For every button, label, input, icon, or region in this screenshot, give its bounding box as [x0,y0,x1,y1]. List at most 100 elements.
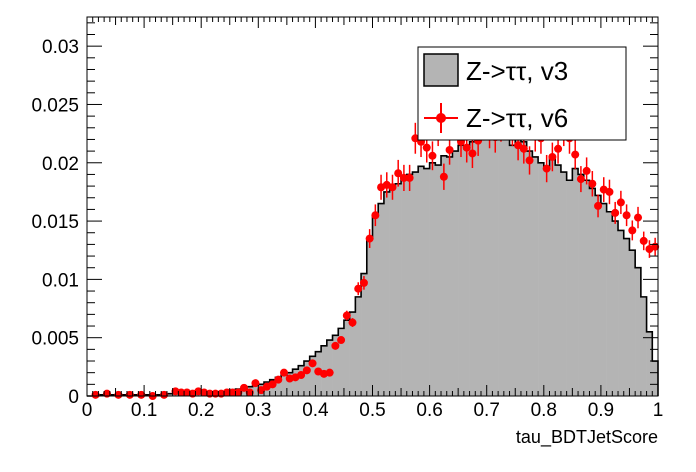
data-point [582,166,591,175]
data-point [405,173,414,182]
histogram-bin [355,296,362,396]
histogram-bin [640,296,647,396]
histogram-bin [526,151,533,396]
data-point [245,388,254,397]
data-point [468,149,477,158]
x-axis-title: tau_BDTJetScore [516,427,658,448]
data-point [222,388,231,397]
histogram-bin [446,156,453,396]
histogram-bin [378,203,385,396]
histogram-bin [401,176,408,396]
data-point [394,169,403,178]
histogram-bin [566,180,573,396]
histogram-bin [538,162,545,396]
y-tick-label: 0.02 [42,154,79,175]
data-point [325,368,334,377]
histogram-bin [572,168,579,396]
data-point [399,173,408,182]
data-point [571,150,580,159]
data-point [228,388,237,397]
data-point [462,143,471,152]
histogram-bin [349,312,356,396]
y-tick-label: 0.03 [42,37,79,58]
histogram-bin [423,168,430,396]
histogram-bin [480,133,487,396]
histogram-bin [361,273,368,396]
histogram-bin [469,141,476,396]
histogram-bin [515,139,522,396]
data-point [514,141,523,150]
x-tick-label: 0.1 [131,400,157,421]
histogram-bin [600,203,607,396]
legend-marker-v6 [436,113,446,123]
histogram-bin [612,221,619,396]
histogram-bin [589,188,596,396]
histogram-bin [652,361,659,396]
x-tick-label: 0 [82,400,93,421]
data-point [548,152,557,161]
data-point [114,390,123,399]
x-tick-label: 0.2 [188,400,214,421]
data-point [616,198,625,207]
histogram-bin [646,331,653,396]
histogram-bin [298,365,305,396]
histogram-bin [366,238,373,396]
data-point [240,383,249,392]
histogram-bin [492,130,499,396]
y-axis: 0 0.005 0.01 0.015 0.02 0.025 0.03 [31,22,658,408]
histogram-bin [395,183,402,396]
histogram-bin [520,141,527,396]
data-point [257,386,266,395]
histogram-bin [429,162,436,396]
data-point [594,201,603,210]
legend-label-v3: Z->ττ, v3 [466,56,568,86]
data-point [428,151,437,160]
data-point [337,336,346,345]
histogram-bin [543,168,550,396]
data-point [302,366,311,375]
x-tick-label: 0.7 [473,400,499,421]
data-point [445,145,454,154]
x-tick-label: 0.3 [245,400,271,421]
data-point [359,278,368,287]
histogram-bin [412,172,419,396]
data-point [519,144,528,153]
data-point [274,375,283,384]
histogram-bin [452,151,459,396]
histogram-bin [435,165,442,396]
data-point [160,390,169,399]
histogram-bin [458,145,465,396]
histogram-bin [635,267,642,396]
data-point [371,211,380,220]
histogram-bin [555,165,562,396]
data-point [605,187,614,196]
histogram-bin [509,145,516,396]
data-point [611,208,620,217]
histogram-bin [441,155,448,396]
data-point [554,144,563,153]
data-point [422,143,431,152]
data-point [137,390,146,399]
data-point [251,379,260,388]
data-point [439,172,448,181]
data-point [91,390,100,399]
data-point [342,311,351,320]
data-point [279,368,288,377]
histogram-bin [532,156,539,396]
data-point [622,211,631,220]
histogram-bin [549,156,556,396]
legend-label-v6: Z->ττ, v6 [466,103,568,133]
histogram-bin [618,230,625,396]
data-point [525,156,534,165]
data-point [125,390,134,399]
histogram-bin [498,81,505,396]
histogram-bin [309,356,316,396]
histogram-bin [326,340,333,396]
histogram-bin [503,121,510,396]
data-point [628,226,637,235]
y-tick-label: 0.025 [31,95,79,116]
data-point [308,359,317,368]
data-point [411,134,420,143]
histogram-bin [595,195,602,396]
legend: Z->ττ, v3 Z->ττ, v6 [417,46,627,141]
